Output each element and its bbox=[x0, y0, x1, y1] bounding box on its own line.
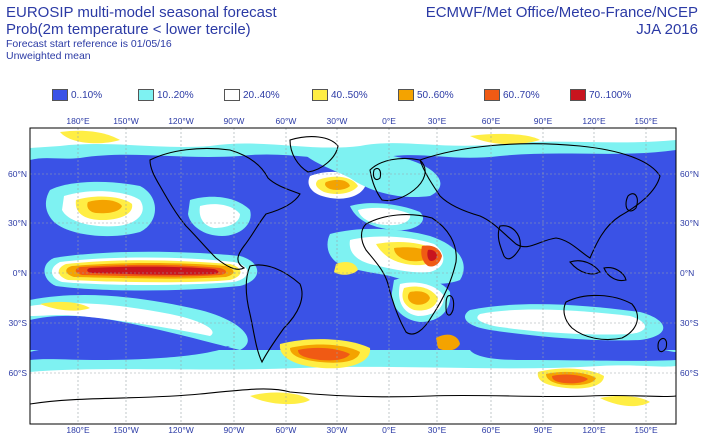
probability-fields bbox=[30, 128, 676, 424]
lat-tick: 0°N bbox=[680, 268, 694, 278]
legend-item: 70..100% bbox=[570, 88, 631, 102]
source-label: ECMWF/Met Office/Meteo-France/NCEP bbox=[425, 4, 698, 21]
lon-tick: 150°W bbox=[113, 425, 139, 435]
lon-tick: 150°E bbox=[634, 116, 658, 126]
graticule bbox=[30, 128, 676, 424]
lon-tick: 60°E bbox=[482, 425, 501, 435]
lon-tick: 30°E bbox=[428, 425, 447, 435]
lon-tick: 0°E bbox=[382, 116, 396, 126]
legend-swatch bbox=[570, 89, 586, 101]
lon-tick: 150°E bbox=[634, 425, 658, 435]
lat-ticks-right: 60°N 30°N 0°N 30°S 60°S bbox=[680, 169, 699, 378]
lon-tick: 90°W bbox=[224, 116, 245, 126]
legend-label: 40..50% bbox=[331, 89, 368, 101]
lat-tick: 60°S bbox=[680, 368, 699, 378]
lon-tick: 90°E bbox=[534, 116, 553, 126]
lon-tick: 30°W bbox=[327, 425, 348, 435]
lon-tick: 60°W bbox=[276, 425, 297, 435]
legend-swatch bbox=[224, 89, 240, 101]
legend-swatch bbox=[138, 89, 154, 101]
title-block: EUROSIP multi-model seasonal forecast Pr… bbox=[6, 4, 277, 63]
legend-swatch bbox=[312, 89, 328, 101]
legend-label: 10..20% bbox=[157, 89, 194, 101]
lon-tick: 90°E bbox=[534, 425, 553, 435]
lon-tick: 150°W bbox=[113, 116, 139, 126]
lat-tick: 30°N bbox=[680, 218, 699, 228]
lon-tick: 180°E bbox=[66, 425, 90, 435]
weighting-note: Unweighted mean bbox=[6, 50, 91, 62]
map-title: EUROSIP multi-model seasonal forecast bbox=[6, 4, 277, 21]
lon-ticks-bottom: 180°E 150°W 120°W 90°W 60°W 30°W 0°E 30°… bbox=[66, 425, 658, 435]
lat-tick: 30°S bbox=[8, 318, 27, 328]
legend-item: 40..50% bbox=[312, 88, 368, 102]
lat-tick: 30°N bbox=[8, 218, 27, 228]
legend-item: 50..60% bbox=[398, 88, 454, 102]
legend-swatch bbox=[484, 89, 500, 101]
legend-label: 50..60% bbox=[417, 89, 454, 101]
lon-ticks-top: 180°E 150°W 120°W 90°W 60°W 30°W 0°E 30°… bbox=[66, 116, 658, 126]
legend-item: 60..70% bbox=[484, 88, 540, 102]
lon-tick: 180°E bbox=[66, 116, 90, 126]
lon-tick: 90°W bbox=[224, 425, 245, 435]
coastlines bbox=[30, 136, 676, 405]
lon-tick: 120°E bbox=[582, 425, 606, 435]
lon-tick: 120°W bbox=[168, 116, 194, 126]
lat-ticks-left: 60°N 30°N 0°N 30°S 60°S bbox=[8, 169, 27, 378]
legend-label: 60..70% bbox=[503, 89, 540, 101]
map-subtitle: Prob(2m temperature < lower tercile) bbox=[6, 21, 251, 38]
lon-tick: 30°E bbox=[428, 116, 447, 126]
legend-item: 10..20% bbox=[138, 88, 194, 102]
legend-label: 70..100% bbox=[589, 89, 632, 101]
legend-item: 0..10% bbox=[52, 88, 102, 102]
lat-tick: 60°N bbox=[8, 169, 27, 179]
season-label: JJA 2016 bbox=[636, 21, 698, 38]
source-block: ECMWF/Met Office/Meteo-France/NCEP JJA 2… bbox=[426, 4, 698, 38]
map-frame bbox=[29, 127, 677, 425]
lon-tick: 120°E bbox=[582, 116, 606, 126]
legend-label: 20..40% bbox=[243, 89, 280, 101]
lon-tick: 120°W bbox=[168, 425, 194, 435]
lat-tick: 30°S bbox=[680, 318, 699, 328]
lon-tick: 60°E bbox=[482, 116, 501, 126]
legend-swatch bbox=[398, 89, 414, 101]
lat-tick: 60°N bbox=[680, 169, 699, 179]
legend-label: 0..10% bbox=[71, 89, 103, 101]
legend-item: 20..40% bbox=[224, 88, 280, 102]
lon-tick: 30°W bbox=[327, 116, 348, 126]
lat-tick: 60°S bbox=[8, 368, 27, 378]
lon-tick: 60°W bbox=[276, 116, 297, 126]
lon-tick: 0°E bbox=[382, 425, 396, 435]
legend-swatch bbox=[52, 89, 68, 101]
forecast-start-note: Forecast start reference is 01/05/16 bbox=[6, 38, 172, 50]
lat-tick: 0°N bbox=[13, 268, 27, 278]
